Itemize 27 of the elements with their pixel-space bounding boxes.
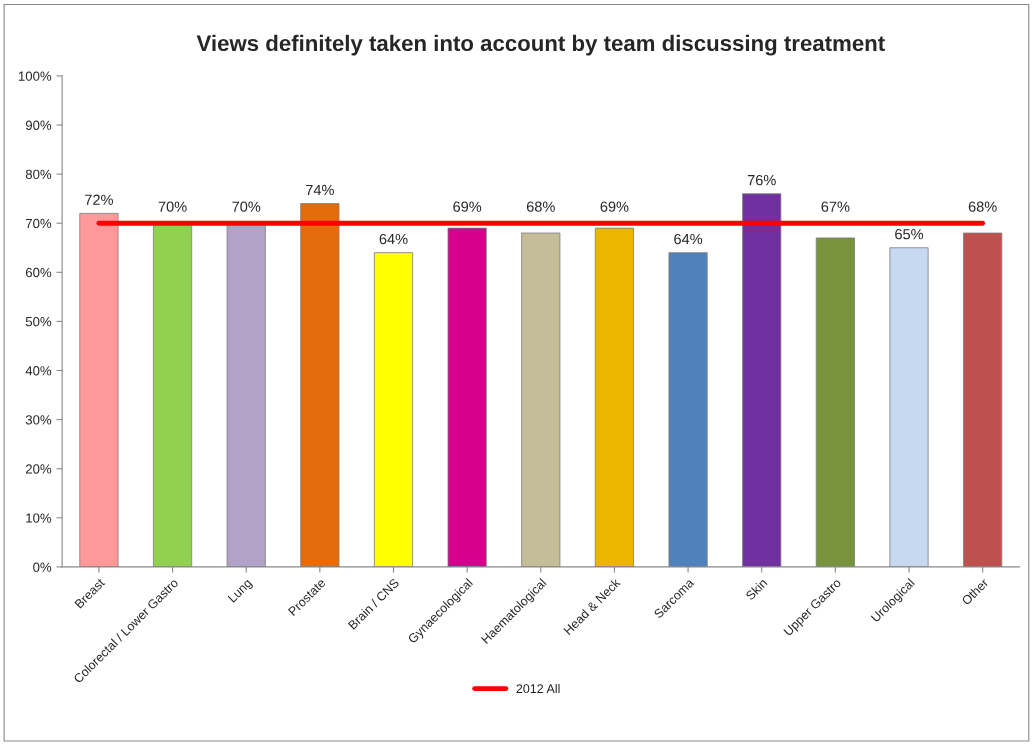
y-tick-label: 30%	[25, 415, 52, 425]
data-label: 72%	[85, 194, 113, 205]
y-tick-label: 10%	[26, 513, 52, 523]
y-tick-label: 60%	[25, 267, 52, 278]
data-label: 67%	[821, 201, 850, 212]
y-tick-label: 40%	[25, 366, 52, 376]
y-tick-label: 50%	[25, 316, 52, 327]
y-tick-label: 80%	[25, 169, 52, 180]
data-label: 64%	[379, 233, 408, 245]
y-tick-label: 90%	[25, 120, 52, 130]
data-label: 69%	[600, 201, 629, 212]
data-label: 68%	[526, 201, 555, 212]
data-label: 74%	[306, 184, 334, 196]
y-tick-label: 20%	[25, 464, 52, 474]
y-tick-label: 100%	[18, 71, 52, 81]
data-label: 76%	[747, 174, 776, 186]
data-label: 70%	[232, 201, 261, 212]
data-label: 70%	[158, 201, 187, 212]
x-tick-label: Skin	[744, 577, 768, 601]
chart-title: Views definitely taken into account by team discussing treatment	[196, 34, 885, 56]
y-tick-label: 70%	[25, 218, 52, 229]
data-label: 65%	[895, 228, 924, 240]
data-label: 64%	[674, 233, 703, 245]
data-label: 68%	[968, 201, 997, 212]
legend-label: 2012 All	[516, 683, 560, 694]
data-label: 69%	[453, 201, 482, 212]
y-tick-label: 0%	[33, 562, 52, 572]
